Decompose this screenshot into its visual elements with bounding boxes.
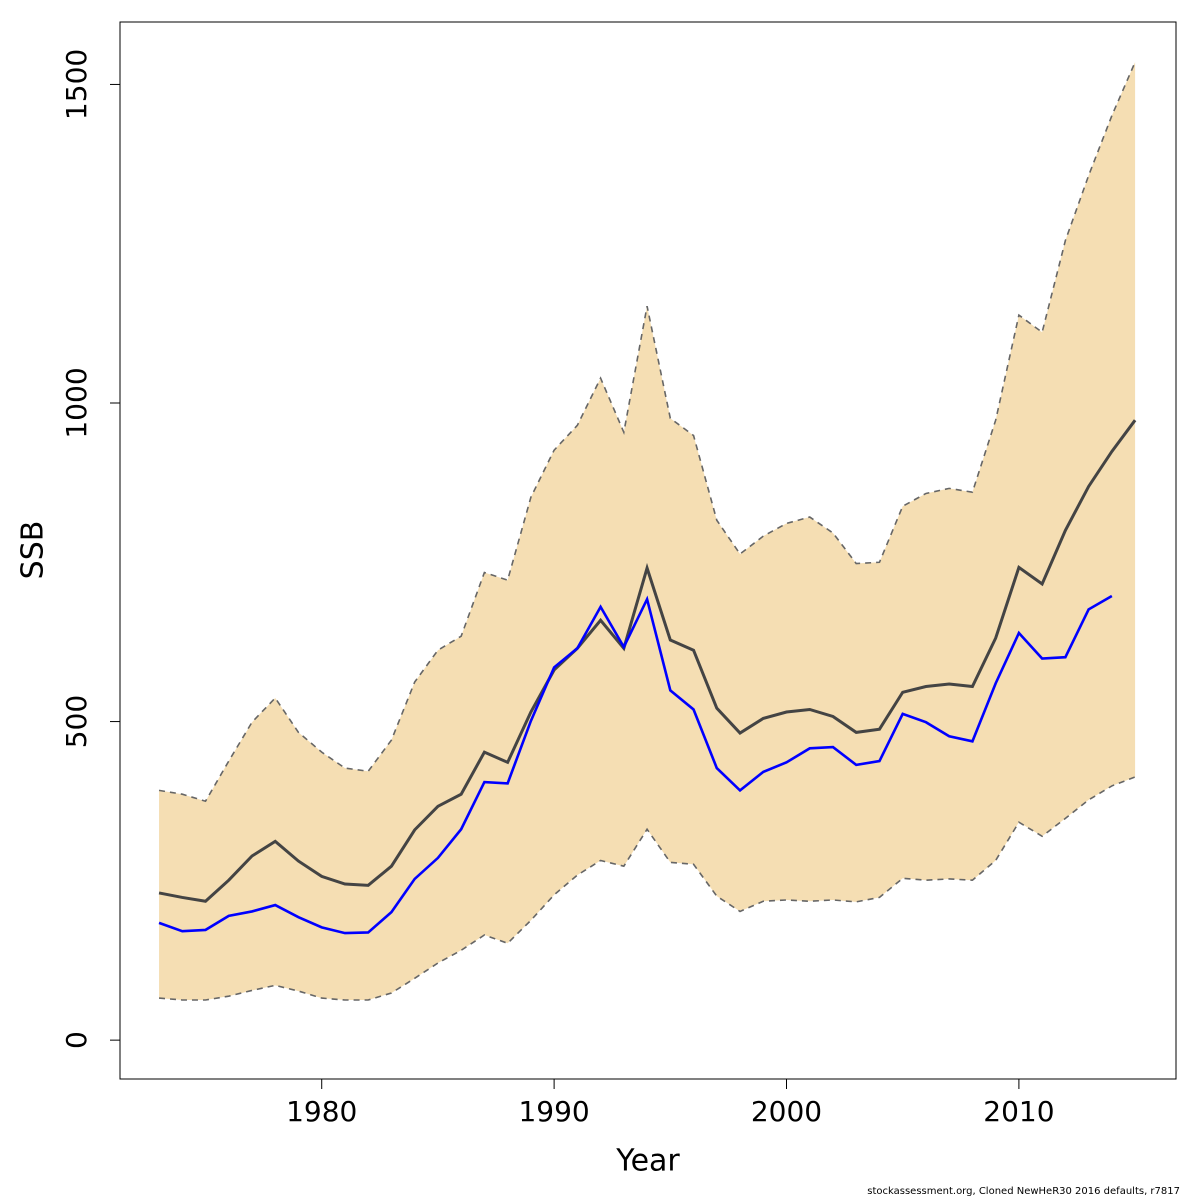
y-tick-label: 1500 xyxy=(60,49,93,120)
x-tick-label: 1980 xyxy=(286,1095,357,1128)
footnote: stockassessment.org, Cloned NewHeR30 201… xyxy=(867,1186,1180,1197)
confidence-band xyxy=(159,62,1136,1000)
series-line xyxy=(158,419,1137,903)
y-tick-label: 500 xyxy=(60,695,93,748)
x-tick-label: 2010 xyxy=(983,1095,1054,1128)
band-lower-edge xyxy=(158,776,1136,1001)
band-upper-edge xyxy=(158,61,1136,803)
y-tick-label: 1000 xyxy=(60,367,93,438)
x-tick-label: 2000 xyxy=(751,1095,822,1128)
x-axis-label: Year xyxy=(615,1144,680,1179)
x-tick-label: 1990 xyxy=(518,1095,589,1128)
y-tick-label: 0 xyxy=(60,1031,93,1049)
plot-frame xyxy=(119,21,1177,1080)
series-line xyxy=(158,594,1113,935)
y-axis-label: SSB xyxy=(16,521,51,580)
